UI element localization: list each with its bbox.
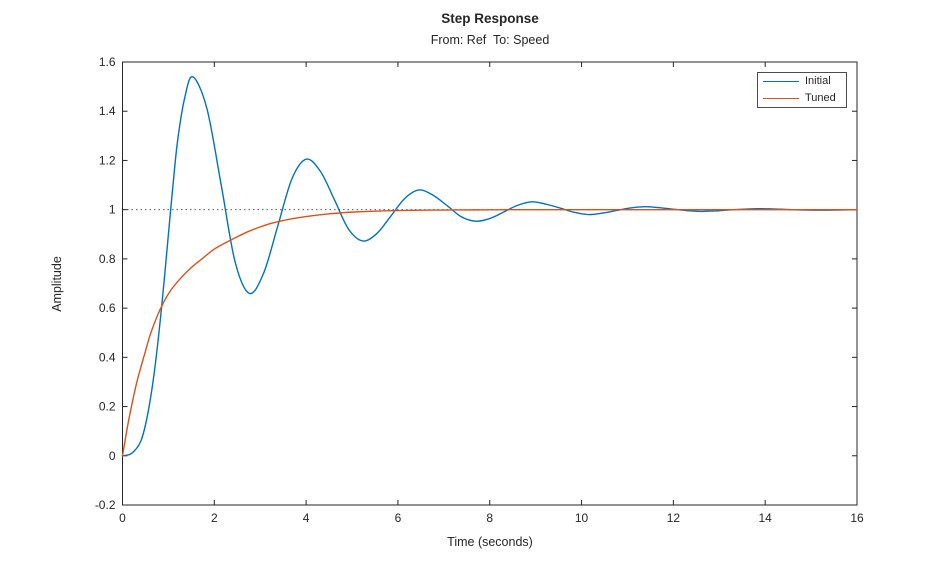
- y-tick-label: 1.2: [99, 153, 116, 167]
- axes-box: [122, 61, 858, 506]
- chart-title: Step Response: [441, 11, 539, 26]
- x-tick-label: 4: [303, 511, 310, 525]
- y-axis-label: Amplitude: [50, 256, 64, 312]
- x-tick-label: 0: [119, 511, 126, 525]
- y-tick-label: 1.4: [99, 104, 116, 118]
- y-tick-label: 1: [109, 203, 116, 217]
- curve-initial: [121, 76, 858, 457]
- x-tick-label: 6: [395, 511, 402, 525]
- x-tick-label: 12: [667, 511, 681, 525]
- y-tick-label: 0: [109, 449, 116, 463]
- curve-tuned: [121, 208, 858, 457]
- y-tick-label: 0.4: [99, 350, 116, 364]
- y-tick-label: 0.2: [99, 400, 116, 414]
- x-tick-label: 10: [575, 511, 589, 525]
- chart-subtitle: From: Ref To: Speed: [430, 33, 550, 47]
- y-tick-label: 1.6: [99, 55, 116, 69]
- x-axis-label: Time (seconds): [447, 535, 533, 549]
- y-tick-label: 0.6: [99, 301, 116, 315]
- legend-line-sample-initial: [763, 80, 799, 83]
- legend-label-tuned: Tuned: [805, 91, 836, 104]
- x-tick-label: 2: [211, 511, 218, 525]
- y-tick-label: 0.8: [99, 252, 116, 266]
- x-tick-label: 14: [759, 511, 773, 525]
- x-tick-label: 8: [486, 511, 493, 525]
- y-tick-label: -0.2: [95, 498, 116, 512]
- legend-label-initial: Initial: [805, 75, 831, 88]
- legend-line-sample-tuned: [763, 97, 799, 100]
- legend: Initial Tuned: [757, 72, 847, 108]
- x-tick-label: 16: [850, 511, 864, 525]
- legend-entry-tuned: Tuned: [758, 90, 846, 106]
- legend-entry-initial: Initial: [758, 74, 846, 90]
